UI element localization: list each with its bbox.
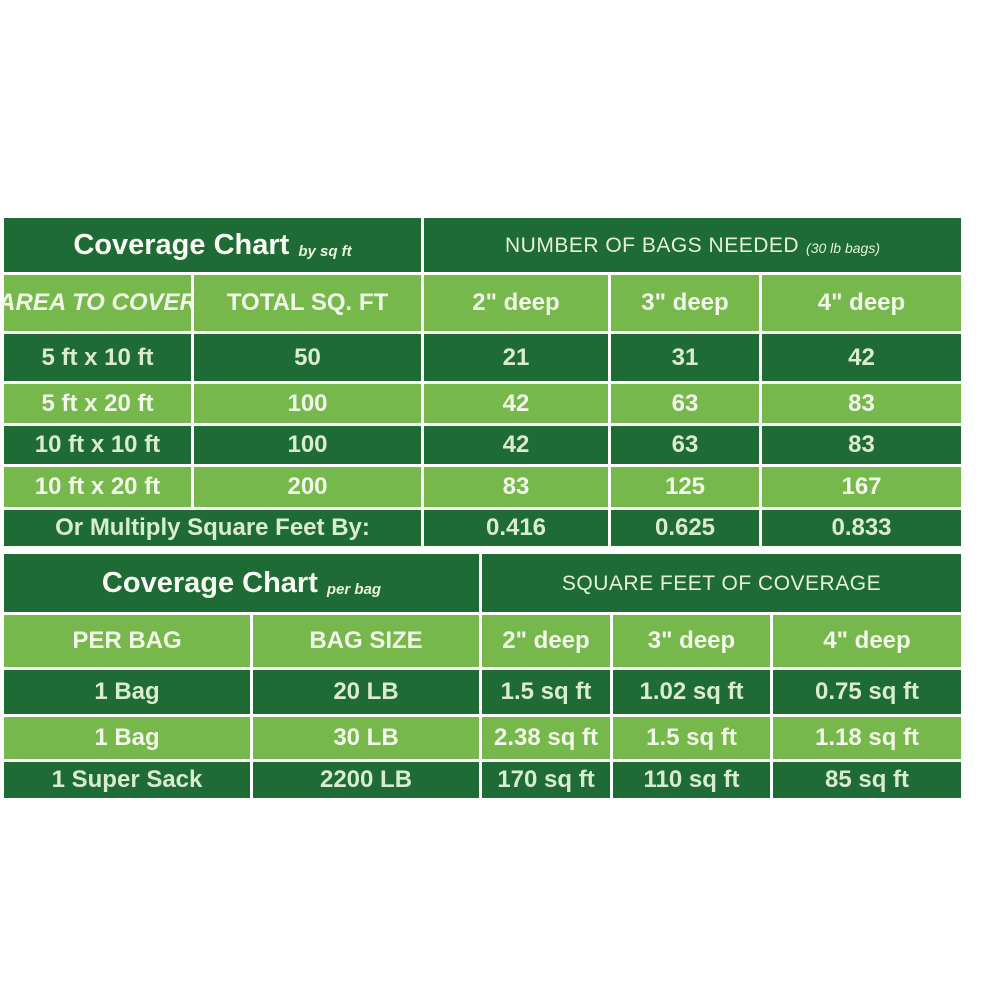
- table2-cell: 2200 LB: [253, 762, 479, 798]
- table2-column-header-4deep: 4" deep: [773, 615, 961, 667]
- table1-cell: 100: [194, 426, 421, 464]
- table2-cell: 110 sq ft: [613, 762, 770, 798]
- table1-title: Coverage Chart: [73, 228, 290, 261]
- table1-cell: 83: [762, 384, 961, 423]
- table1-row-header: 10 ft x 10 ft: [4, 426, 191, 464]
- table2-cell: 0.75 sq ft: [773, 670, 961, 714]
- table1-cell: 100: [194, 384, 421, 423]
- table2-banner-cell: SQUARE FEET OF COVERAGE: [482, 554, 961, 612]
- table1-cell: 63: [611, 384, 759, 423]
- table1-cell: 83: [762, 426, 961, 464]
- table2-cell: 1.18 sq ft: [773, 717, 961, 759]
- table1-multiplier-2deep: 0.416: [424, 510, 608, 546]
- table1-banner: NUMBER OF BAGS NEEDED: [505, 233, 800, 257]
- table2-row-header: 1 Super Sack: [4, 762, 250, 798]
- table1-banner-cell: NUMBER OF BAGS NEEDED (30 lb bags): [424, 218, 961, 272]
- table1-column-header-3deep: 3" deep: [611, 275, 759, 331]
- table1-cell: 63: [611, 426, 759, 464]
- table1-title-cell: Coverage Chart by sq ft: [4, 218, 421, 272]
- table2-cell: 20 LB: [253, 670, 479, 714]
- table1-column-header-total: TOTAL SQ. FT: [194, 275, 421, 331]
- table2-title-suffix: per bag: [326, 580, 382, 598]
- table2-column-header-perbag: PER BAG: [4, 615, 250, 667]
- table1-cell: 31: [611, 334, 759, 381]
- table2-row-header: 1 Bag: [4, 717, 250, 759]
- table1-cell: 200: [194, 467, 421, 507]
- table2-row-header: 1 Bag: [4, 670, 250, 714]
- table2-cell: 1.5 sq ft: [482, 670, 610, 714]
- table1-cell: 50: [194, 334, 421, 381]
- coverage-by-sqft-table: Coverage Chart by sq ft NUMBER OF BAGS N…: [0, 218, 961, 546]
- table2-banner: SQUARE FEET OF COVERAGE: [561, 571, 882, 595]
- table2-cell: 1.5 sq ft: [613, 717, 770, 759]
- table1-column-header-2deep: 2" deep: [424, 275, 608, 331]
- table2-cell: 1.02 sq ft: [613, 670, 770, 714]
- table2-cell: 30 LB: [253, 717, 479, 759]
- table2-cell: 170 sq ft: [482, 762, 610, 798]
- table1-cell: 167: [762, 467, 961, 507]
- table1-row-header: 5 ft x 20 ft: [4, 384, 191, 423]
- table1-cell: 125: [611, 467, 759, 507]
- table1-title-suffix: by sq ft: [298, 242, 352, 260]
- table1-banner-note: (30 lb bags): [806, 239, 880, 256]
- table1-cell: 21: [424, 334, 608, 381]
- table1-row-header: 10 ft x 20 ft: [4, 467, 191, 507]
- table1-cell: 42: [424, 384, 608, 423]
- table1-cell: 42: [424, 426, 608, 464]
- coverage-per-bag-table: Coverage Chart per bag SQUARE FEET OF CO…: [4, 554, 961, 798]
- table2-column-header-3deep: 3" deep: [613, 615, 770, 667]
- table1-cell: 83: [424, 467, 608, 507]
- table2-cell: 2.38 sq ft: [482, 717, 610, 759]
- table1-row-header: 5 ft x 10 ft: [4, 334, 191, 381]
- table2-cell: 85 sq ft: [773, 762, 961, 798]
- table1-column-header-area: AREA TO COVER: [0, 275, 197, 331]
- table2-column-header-bagsize: BAG SIZE: [253, 615, 479, 667]
- table1-multiplier-3deep: 0.625: [611, 510, 759, 546]
- table1-column-header-4deep: 4" deep: [762, 275, 961, 331]
- table2-title: Coverage Chart: [101, 566, 318, 599]
- table1-multiplier-label: Or Multiply Square Feet By:: [4, 510, 421, 546]
- table2-title-cell: Coverage Chart per bag: [4, 554, 479, 612]
- table1-cell: 42: [762, 334, 961, 381]
- table1-multiplier-4deep: 0.833: [762, 510, 961, 546]
- table2-column-header-2deep: 2" deep: [482, 615, 610, 667]
- coverage-charts: Coverage Chart by sq ft NUMBER OF BAGS N…: [0, 218, 961, 798]
